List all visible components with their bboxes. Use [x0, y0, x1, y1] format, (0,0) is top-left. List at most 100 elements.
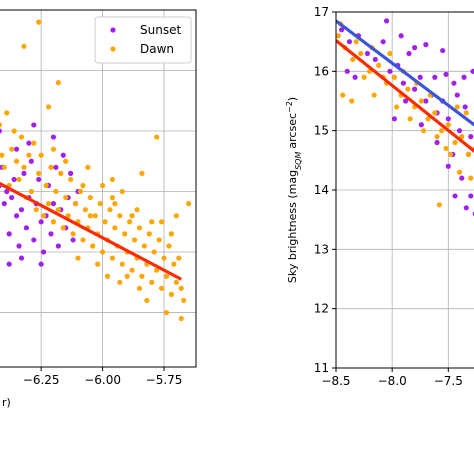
data-point-dawn — [87, 194, 93, 201]
data-point-sunset — [21, 170, 27, 176]
data-points — [0, 19, 192, 322]
data-point-sunset — [23, 225, 30, 231]
data-point-dawn — [55, 80, 61, 86]
data-point-dawn — [146, 231, 152, 237]
fit-line-dawn — [0, 181, 182, 281]
data-point-dawn — [371, 92, 377, 98]
data-point-sunset — [50, 134, 57, 140]
fit-lines — [0, 181, 182, 281]
grid — [336, 12, 474, 368]
data-point-sunset — [0, 128, 2, 134]
data-point-dawn — [36, 170, 42, 176]
data-point-dawn — [139, 170, 145, 176]
data-point-dawn — [100, 249, 106, 255]
data-point-dawn — [75, 255, 81, 261]
y-axis-label-main: Sky brightness (mag — [286, 170, 299, 283]
data-point-dawn — [1, 164, 7, 170]
data-point-sunset — [48, 231, 54, 237]
data-point-dawn — [168, 291, 175, 297]
data-point-sunset — [423, 42, 429, 48]
data-point-dawn — [178, 285, 184, 291]
data-point-dawn — [405, 86, 411, 92]
data-point-sunset — [454, 92, 460, 98]
data-point-sunset — [417, 74, 423, 80]
data-point-sunset — [456, 128, 463, 134]
data-point-dawn — [77, 188, 84, 195]
data-point-dawn — [350, 56, 356, 63]
data-point-sunset — [440, 47, 446, 54]
data-point-dawn — [336, 33, 341, 39]
data-point-dawn — [181, 297, 187, 304]
data-point-dawn — [109, 255, 116, 261]
data-point-dawn — [463, 110, 469, 116]
data-point-dawn — [136, 225, 143, 231]
data-point-sunset — [462, 104, 468, 110]
data-point-dawn — [33, 207, 39, 213]
data-point-sunset — [9, 194, 15, 201]
data-point-sunset — [412, 86, 418, 92]
data-point-sunset — [38, 261, 44, 267]
y-tick-label: 14 — [314, 183, 329, 197]
data-point-dawn — [107, 207, 113, 213]
data-point-dawn — [387, 50, 393, 57]
data-point-dawn — [58, 170, 64, 176]
data-point-dawn — [394, 104, 400, 110]
data-point-dawn — [53, 188, 59, 195]
data-point-dawn — [112, 225, 118, 231]
data-point-sunset — [372, 56, 378, 63]
legend: Sunset Dawn — [94, 16, 192, 64]
data-point-dawn — [456, 169, 463, 175]
data-point-dawn — [163, 309, 170, 316]
fit-line-dawn — [336, 39, 474, 154]
data-point-dawn — [421, 128, 427, 134]
y-tick-label: 17 — [314, 5, 329, 19]
data-point-dawn — [176, 255, 182, 261]
data-point-dawn — [149, 279, 155, 285]
data-point-dawn — [163, 273, 170, 279]
data-point-sunset — [6, 261, 12, 267]
data-point-sunset — [60, 152, 66, 158]
data-point-dawn — [468, 175, 474, 181]
data-point-dawn — [447, 151, 454, 157]
data-point-sunset — [451, 80, 457, 86]
data-point-dawn — [418, 98, 424, 104]
x-tick-label: −8.0 — [378, 374, 407, 388]
data-point-sunset — [400, 80, 406, 86]
data-point-dawn — [87, 213, 93, 219]
data-point-dawn — [45, 104, 52, 110]
data-point-dawn — [173, 279, 179, 285]
data-point-dawn — [102, 219, 108, 225]
data-point-sunset — [70, 237, 76, 243]
data-point-dawn — [452, 139, 458, 146]
data-point-dawn — [38, 152, 44, 158]
y-axis-label-close: ) — [286, 97, 299, 101]
data-point-dawn — [28, 188, 34, 195]
data-point-sunset — [452, 193, 458, 199]
data-point-sunset — [403, 98, 409, 104]
data-point-dawn — [112, 201, 118, 207]
data-point-dawn — [186, 201, 192, 207]
data-point-dawn — [80, 237, 86, 243]
data-point-dawn — [82, 207, 88, 213]
data-point-sunset — [346, 39, 353, 45]
data-point-dawn — [109, 194, 116, 201]
data-point-dawn — [144, 297, 150, 304]
data-point-dawn — [70, 231, 76, 237]
data-point-sunset — [470, 68, 474, 74]
data-point-dawn — [18, 134, 25, 140]
data-point-dawn — [168, 231, 175, 237]
data-point-dawn — [149, 219, 155, 225]
y-tick-label: 11 — [314, 361, 329, 375]
data-point-sunset — [468, 134, 474, 140]
data-point-dawn — [127, 219, 133, 225]
data-point-dawn — [63, 158, 69, 164]
data-point-dawn — [131, 237, 138, 243]
y-tick-label: 13 — [314, 242, 329, 256]
data-point-dawn — [95, 261, 101, 267]
data-point-dawn — [31, 140, 37, 146]
data-point-sunset — [406, 50, 412, 57]
y-axis-label-sup: −2 — [285, 101, 294, 113]
data-point-sunset — [418, 122, 424, 128]
data-point-dawn — [63, 194, 69, 201]
